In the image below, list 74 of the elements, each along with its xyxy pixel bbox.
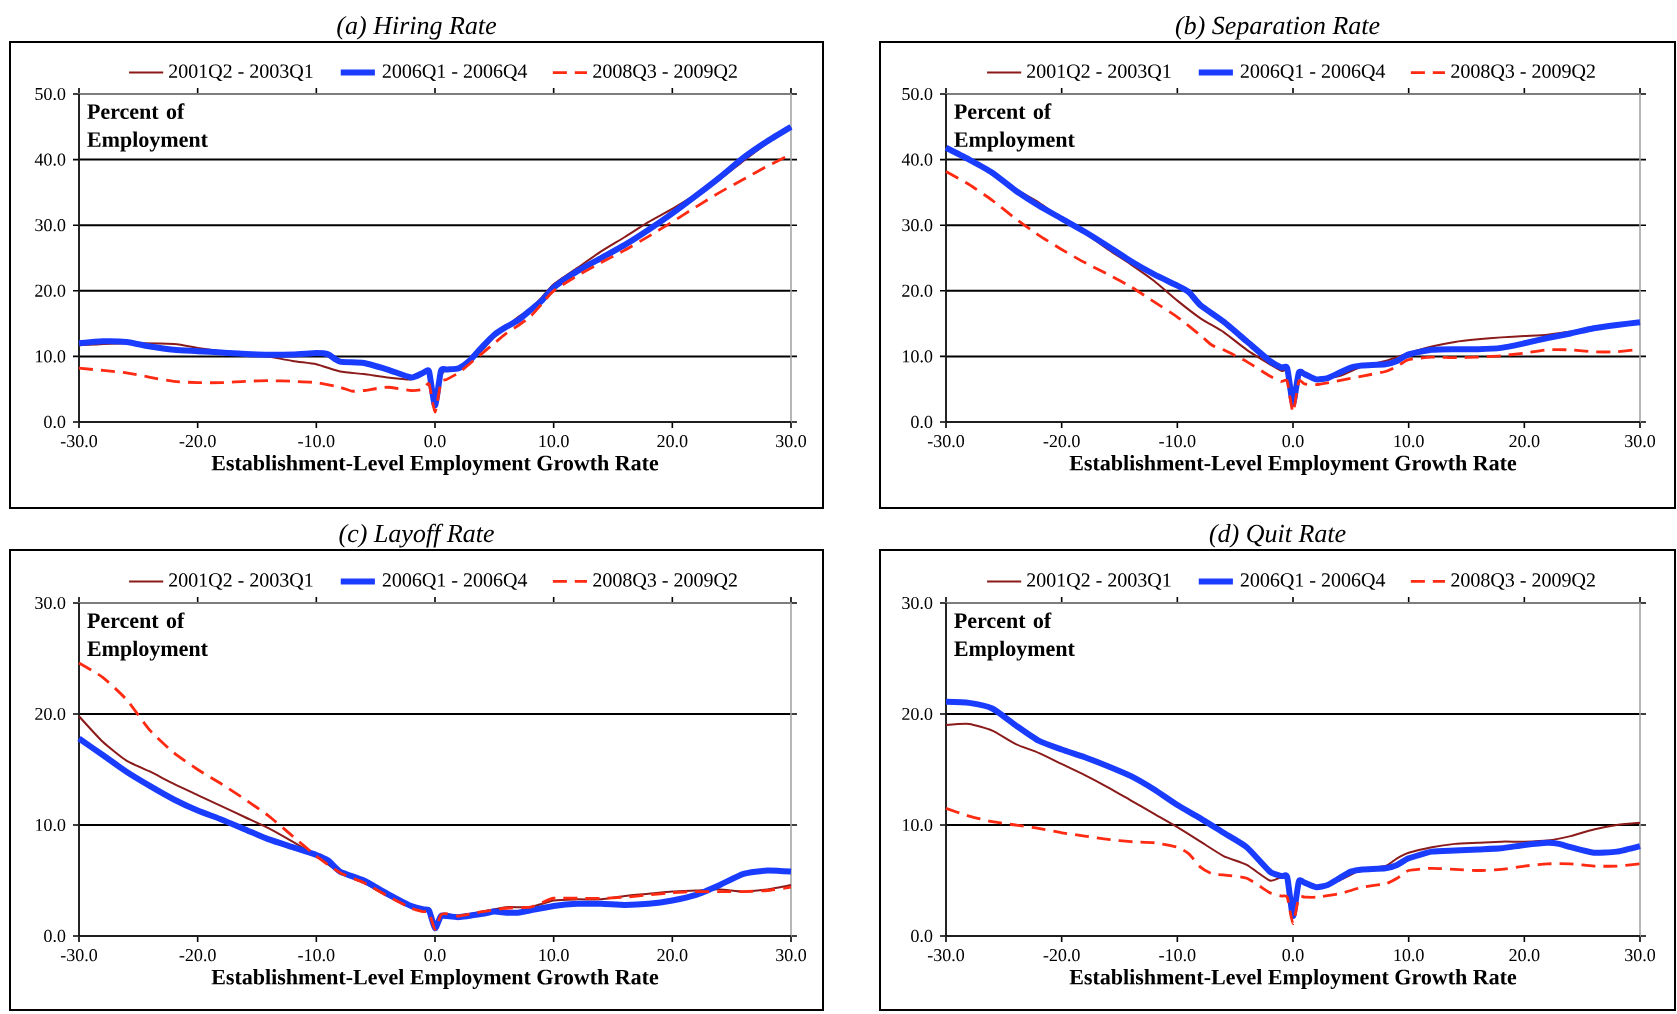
- x-tick-label: 20.0: [1509, 949, 1540, 962]
- y-tick-label: 10.0: [903, 350, 933, 363]
- legend-label: 2006Q1 - 2006Q4: [382, 573, 528, 590]
- chart-title: (b) Separation Rate: [1175, 16, 1380, 40]
- x-tick-label: -30.0: [927, 949, 965, 962]
- x-axis-title: Establishment-Level Employment Growth Rate: [211, 455, 659, 476]
- x-tick-label: -30.0: [60, 949, 98, 962]
- y-tick-label: 0.0: [911, 929, 933, 943]
- y-tick-label: 20.0: [35, 707, 66, 721]
- legend-label: 2006Q1 - 2006Q4: [1240, 64, 1386, 81]
- legend-label: 2001Q2 - 2003Q1: [169, 573, 313, 590]
- legend-label: 2001Q2 - 2003Q1: [1027, 64, 1171, 81]
- x-tick-label: 30.0: [776, 435, 807, 448]
- x-tick-label: 10.0: [1394, 949, 1424, 962]
- legend-label: 2006Q1 - 2006Q4: [382, 64, 528, 81]
- x-tick-label: 0.0: [424, 435, 446, 448]
- y-tick-label: 50.0: [35, 87, 66, 101]
- x-tick-label: 30.0: [1625, 435, 1656, 448]
- y-tick-label: 0.0: [911, 415, 933, 429]
- legend-label: 2008Q3 - 2009Q2: [1451, 573, 1595, 590]
- y-tick-label: 50.0: [902, 87, 933, 101]
- x-tick-label: -10.0: [298, 435, 335, 448]
- y-tick-label: 30.0: [35, 596, 66, 610]
- x-tick-label: 10.0: [1394, 435, 1424, 448]
- y-tick-label: 20.0: [902, 284, 933, 297]
- x-tick-label: 0.0: [424, 949, 446, 962]
- x-axis-title: Establishment-Level Employment Growth Rate: [211, 969, 659, 990]
- legend-label: 2008Q3 - 2009Q2: [593, 573, 737, 590]
- line-series: [944, 806, 1642, 926]
- x-axis-title: Establishment-Level Employment Growth Rate: [1069, 969, 1517, 990]
- line-series: [77, 661, 793, 931]
- y-tick-label: 20.0: [902, 707, 933, 721]
- x-tick-label: -30.0: [60, 435, 98, 448]
- legend-label: 2006Q1 - 2006Q4: [1240, 573, 1386, 590]
- y-tick-label: 10.0: [36, 818, 66, 832]
- legend-label: 2008Q3 - 2009Q2: [1451, 64, 1595, 81]
- y-axis-title: Percent of Employment: [87, 612, 208, 661]
- x-tick-label: 30.0: [776, 949, 807, 962]
- y-axis-title: Percent of Employment: [954, 612, 1075, 661]
- y-tick-label: 0.0: [44, 929, 66, 943]
- legend-label: 2001Q2 - 2003Q1: [169, 64, 313, 81]
- y-axis-title: Percent of Employment: [87, 103, 208, 152]
- legend-label: 2001Q2 - 2003Q1: [1027, 573, 1171, 590]
- x-tick-label: 20.0: [657, 949, 688, 962]
- chart-title: (d) Quit Rate: [1209, 524, 1346, 548]
- y-tick-label: 0.0: [44, 415, 66, 429]
- y-tick-label: 10.0: [903, 818, 933, 832]
- x-tick-label: -10.0: [1159, 435, 1196, 448]
- y-tick-label: 40.0: [901, 153, 933, 166]
- y-tick-label: 30.0: [902, 219, 933, 232]
- x-tick-label: 10.0: [539, 435, 569, 448]
- y-tick-label: 20.0: [35, 284, 66, 297]
- chart-title: (a) Hiring Rate: [337, 16, 497, 40]
- y-tick-label: 10.0: [36, 350, 66, 363]
- x-tick-label: -20.0: [1043, 435, 1080, 448]
- x-tick-label: 0.0: [1282, 949, 1304, 962]
- x-tick-label: 20.0: [657, 435, 688, 448]
- y-tick-label: 40.0: [34, 153, 66, 166]
- x-tick-label: -20.0: [179, 949, 216, 962]
- x-tick-label: -20.0: [179, 435, 216, 448]
- x-tick-label: -10.0: [1159, 949, 1196, 962]
- chart-title: (c) Layoff Rate: [339, 523, 494, 548]
- x-tick-label: -10.0: [298, 949, 335, 962]
- x-axis-title: Establishment-Level Employment Growth Rate: [1069, 455, 1517, 476]
- x-tick-label: 30.0: [1625, 949, 1656, 962]
- legend-label: 2008Q3 - 2009Q2: [593, 64, 737, 81]
- x-tick-label: 10.0: [539, 949, 569, 962]
- x-tick-label: 20.0: [1509, 435, 1540, 448]
- x-tick-label: 0.0: [1282, 435, 1304, 448]
- y-tick-label: 30.0: [35, 219, 66, 232]
- x-tick-label: -30.0: [927, 435, 965, 448]
- y-tick-label: 30.0: [902, 596, 933, 610]
- x-tick-label: -20.0: [1043, 949, 1080, 962]
- y-axis-title: Percent of Employment: [954, 103, 1075, 152]
